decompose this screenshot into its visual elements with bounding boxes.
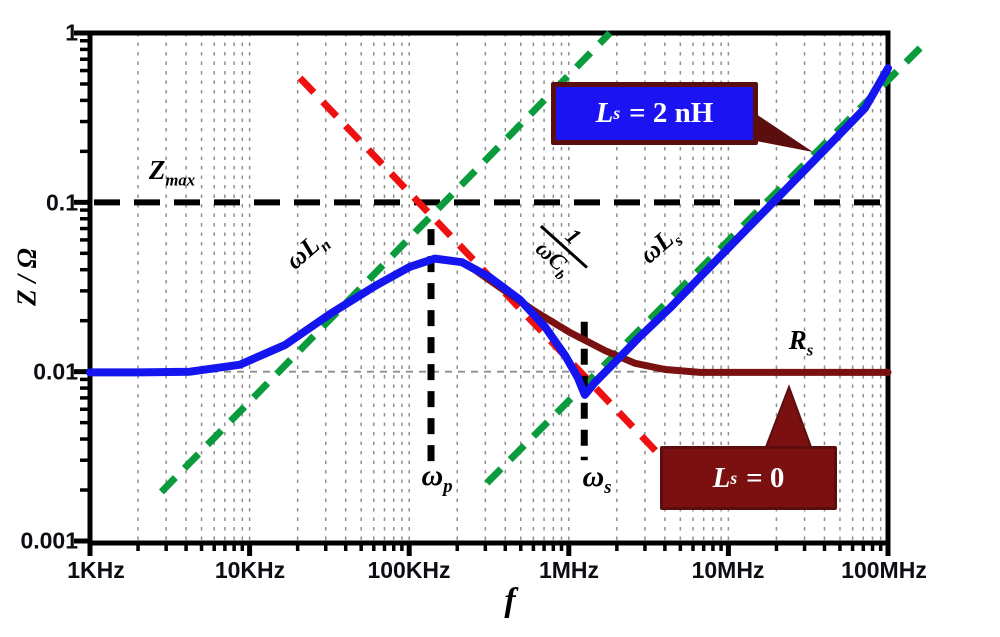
y-tick-0.001: 0.001	[20, 527, 78, 554]
axis-ticks	[74, 30, 891, 556]
omega-s-label: ωs	[582, 460, 612, 499]
x-tick-100mhz: 100MHz	[841, 557, 927, 583]
y-tick-0.01: 0.01	[33, 358, 78, 385]
y-tick-1: 1	[65, 19, 78, 46]
asymptote-ln	[158, 30, 613, 495]
x-axis-title: f	[504, 582, 516, 619]
zmax-label: Zmax	[148, 154, 196, 190]
curve-ls2nh	[86, 64, 892, 399]
callout-ls-2nh-pointer	[756, 114, 813, 152]
x-tick-10mhz: 10MHz	[691, 557, 765, 583]
x-tick-1khz: 1KHz	[67, 557, 125, 583]
x-tick-10khz: 10KHz	[214, 557, 286, 583]
rs-label: Rs	[788, 324, 814, 360]
plot-border	[87, 30, 891, 546]
x-tick-100khz: 100KHz	[367, 557, 451, 583]
y-axis-title: Z / Ω	[11, 248, 42, 306]
omega-p-label: ωp	[421, 459, 453, 498]
x-tick-1mhz: 1MHz	[538, 557, 600, 583]
y-tick-0.1: 0.1	[46, 189, 78, 216]
